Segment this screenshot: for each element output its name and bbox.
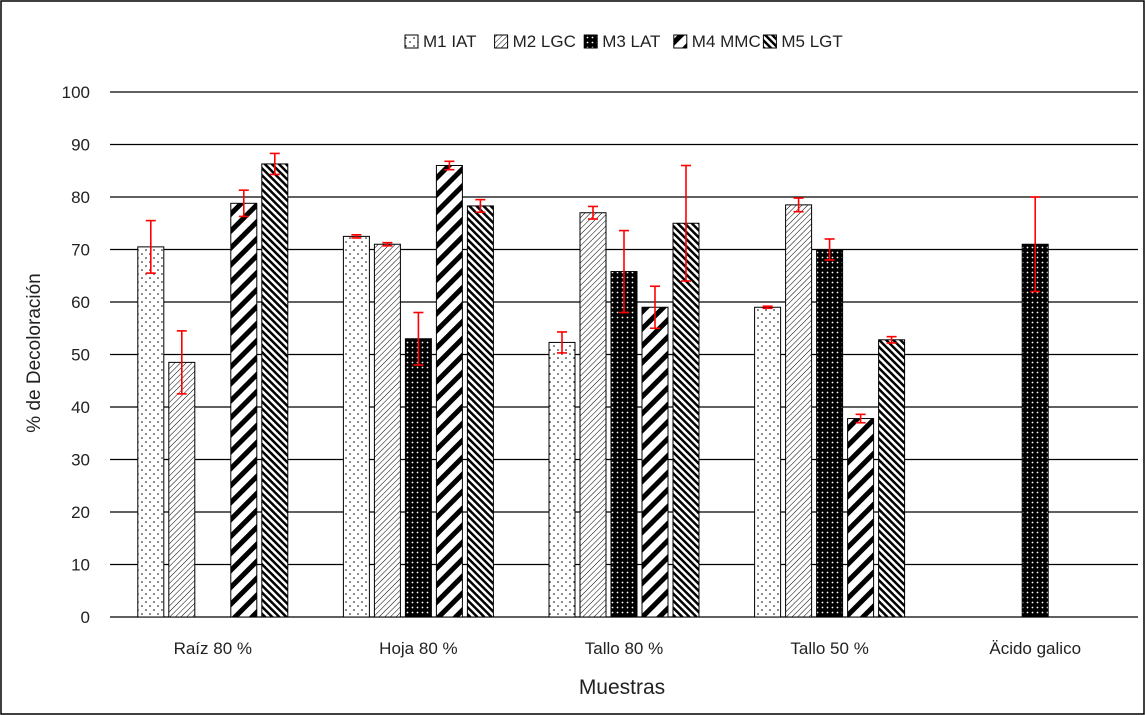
bar-m3-lat [404, 338, 432, 618]
y-tick-label: 50 [71, 346, 90, 365]
bar-m5-lgt [466, 205, 494, 618]
y-axis-title: % de Decoloración [24, 273, 45, 432]
bar-m4-mmc [230, 202, 258, 618]
legend-swatch-m1-iat [404, 34, 419, 49]
y-tick-label: 30 [71, 451, 90, 470]
legend: M1 IAT M2 LGC M3 LAT M4 MMC M5 LGT [404, 32, 843, 51]
y-tick-label: 20 [71, 503, 90, 522]
bar-m1-iat [137, 246, 165, 618]
bar-m4-mmc [847, 418, 875, 618]
bar-m5-lgt [672, 222, 700, 618]
bar-m5-lgt [261, 163, 289, 618]
bar-m1-iat [342, 235, 370, 618]
error-bars [145, 152, 1041, 424]
legend-swatch-m4-mmc [673, 34, 688, 49]
bar-m1-iat [754, 306, 782, 618]
y-tick-label: 10 [71, 556, 90, 575]
y-tick-label: 40 [71, 398, 90, 417]
bar-m1-iat [548, 341, 576, 618]
legend-label-m4-mmc: M4 MMC [692, 32, 761, 51]
y-tick-labels: 0 10 20 30 40 50 60 70 80 90 100 [62, 83, 90, 627]
x-tick-label: Hoja 80 % [379, 639, 457, 658]
bar-m2-lgc [168, 361, 196, 618]
bar-m3-lat [610, 271, 638, 618]
bar-m5-lgt [878, 339, 906, 618]
legend-label-m5-lgt: M5 LGT [781, 32, 842, 51]
bar-m2-lgc [579, 212, 607, 618]
y-tick-label: 0 [81, 608, 90, 627]
legend-swatch-m3-lat [583, 34, 598, 49]
x-tick-label: Tallo 80 % [585, 639, 663, 658]
legend-label-m2-lgc: M2 LGC [513, 32, 576, 51]
bar-m3-lat [816, 249, 844, 618]
x-tick-labels: Raíz 80 % Hoja 80 % Tallo 80 % Tallo 50 % Äc… [174, 639, 1081, 658]
bar-m2-lgc [373, 243, 401, 618]
legend-label-m1-iat: M1 IAT [423, 32, 477, 51]
bar-m4-mmc [435, 165, 463, 618]
y-tick-label: 70 [71, 241, 90, 260]
y-tick-label: 60 [71, 293, 90, 312]
bar-m4-mmc [641, 306, 669, 618]
x-axis-title: Muestras [579, 676, 665, 699]
x-tick-label: Äcido galico [989, 639, 1081, 658]
legend-label-m3-lat: M3 LAT [602, 32, 660, 51]
bar-m3-lat [1021, 243, 1049, 618]
y-tick-label: 100 [62, 83, 90, 102]
x-tick-label: Tallo 50 % [790, 639, 868, 658]
bars [137, 163, 1049, 618]
x-tick-label: Raíz 80 % [174, 639, 252, 658]
legend-swatch-m5-lgt [762, 34, 777, 49]
y-tick-label: 80 [71, 188, 90, 207]
bar-m2-lgc [785, 204, 813, 618]
legend-swatch-m2-lgc [494, 34, 509, 49]
y-tick-label: 90 [71, 136, 90, 155]
